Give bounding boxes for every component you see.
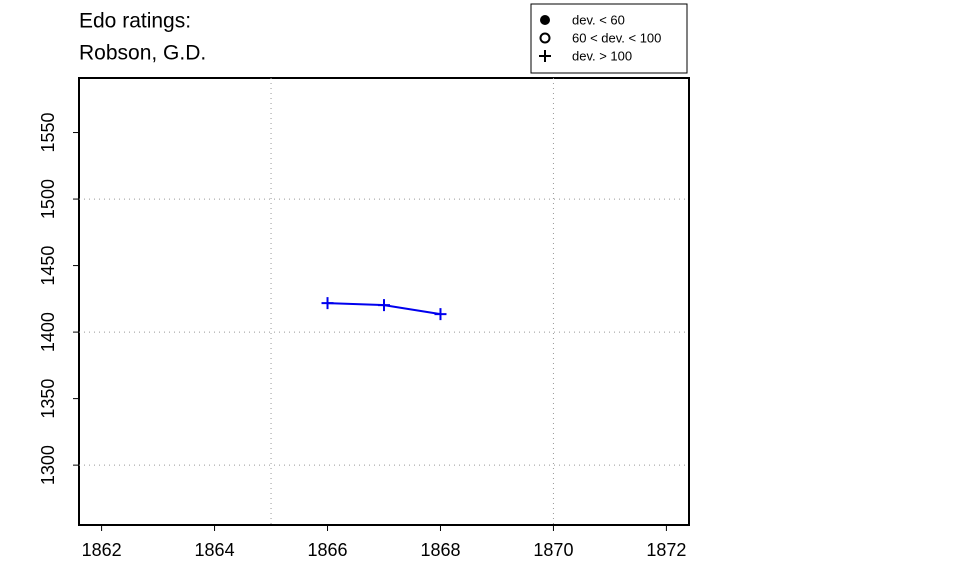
x-tick-label: 1862: [82, 540, 122, 560]
marker: [540, 15, 550, 25]
marker: [434, 308, 447, 321]
plot-frame: [78, 77, 690, 526]
y-tick-label: 1300: [38, 445, 58, 485]
legend-box: [530, 3, 688, 74]
marker: [321, 297, 334, 310]
legend-label: dev. < 60: [572, 12, 625, 27]
x-tick-label: 1864: [195, 540, 235, 560]
legend-label: dev. > 100: [572, 48, 632, 63]
x-tick-label: 1872: [646, 540, 686, 560]
y-tick-label: 1400: [38, 312, 58, 352]
x-tick-label: 1866: [307, 540, 347, 560]
x-tick-label: 1870: [533, 540, 573, 560]
legend-label: 60 < dev. < 100: [572, 30, 661, 45]
x-tick-label: 1868: [420, 540, 460, 560]
marker: [378, 299, 390, 312]
y-tick-label: 1500: [38, 179, 58, 219]
marker: [539, 32, 551, 44]
chart-title: Robson, G.D.: [79, 42, 206, 65]
marker: [539, 50, 551, 62]
y-tick-label: 1350: [38, 379, 58, 419]
chart-title: Edo ratings:: [79, 10, 191, 33]
y-tick-label: 1450: [38, 246, 58, 286]
y-tick-label: 1550: [38, 113, 58, 153]
